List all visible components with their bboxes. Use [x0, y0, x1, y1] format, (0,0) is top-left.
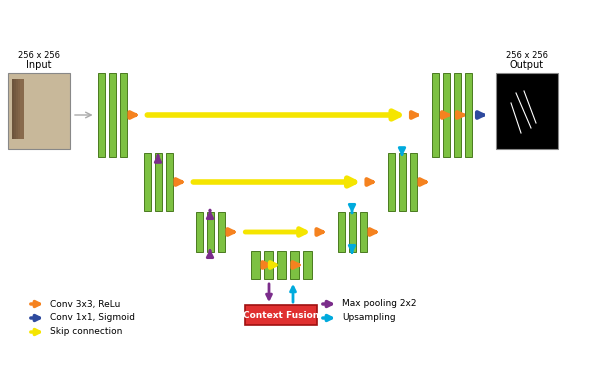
Bar — [443, 73, 450, 157]
Bar — [245, 305, 317, 325]
Bar — [302, 251, 311, 279]
Bar — [119, 73, 127, 157]
Bar — [109, 73, 115, 157]
Text: Conv 3x3, ReLu: Conv 3x3, ReLu — [50, 300, 121, 309]
Bar — [432, 73, 439, 157]
Bar — [409, 153, 416, 211]
Bar — [166, 153, 172, 211]
Bar — [217, 212, 225, 252]
Bar — [20, 79, 24, 139]
Bar — [12, 79, 16, 139]
Bar — [251, 251, 260, 279]
Text: Max pooling 2x2: Max pooling 2x2 — [342, 300, 416, 309]
Bar — [207, 212, 213, 252]
Text: 256 x 256: 256 x 256 — [506, 50, 548, 59]
Text: Context Fusion: Context Fusion — [243, 310, 319, 319]
Text: Upsampling: Upsampling — [342, 313, 396, 322]
Text: Conv 1x1, Sigmoid: Conv 1x1, Sigmoid — [50, 313, 135, 322]
Bar — [16, 79, 20, 139]
Bar — [97, 73, 105, 157]
Bar — [195, 212, 203, 252]
Text: Input: Input — [26, 60, 52, 70]
Bar — [465, 73, 472, 157]
Bar — [337, 212, 345, 252]
Bar — [8, 73, 70, 149]
Bar — [264, 251, 273, 279]
Bar — [144, 153, 150, 211]
Bar — [496, 73, 558, 149]
Bar — [289, 251, 299, 279]
Bar — [387, 153, 394, 211]
Bar — [276, 251, 286, 279]
Bar — [154, 153, 162, 211]
Bar — [18, 79, 22, 139]
Bar — [359, 212, 366, 252]
Bar — [14, 79, 18, 139]
Text: Skip connection: Skip connection — [50, 328, 122, 337]
Bar — [349, 212, 355, 252]
Text: Output: Output — [510, 60, 544, 70]
Bar — [399, 153, 406, 211]
Bar — [454, 73, 461, 157]
Text: 256 x 256: 256 x 256 — [18, 50, 60, 59]
